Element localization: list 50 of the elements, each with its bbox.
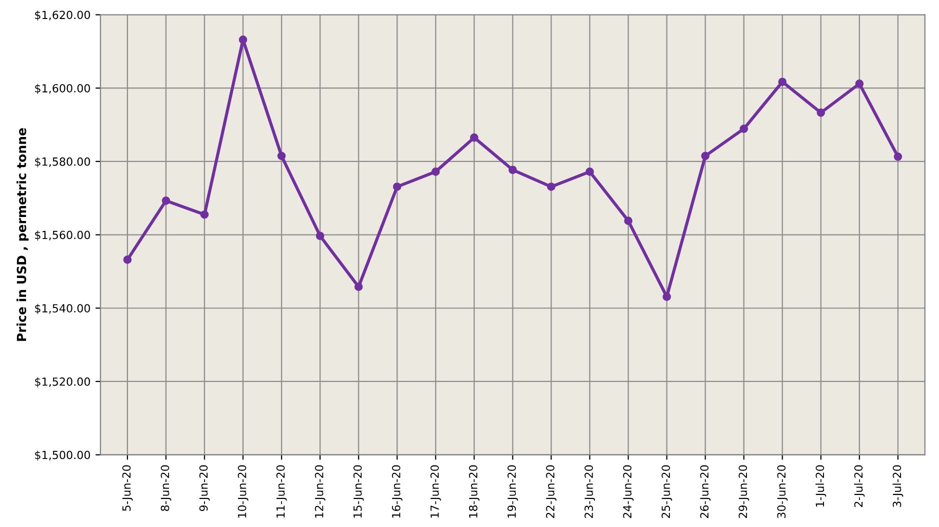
x-tick-label: 10-Jun-20: [238, 465, 248, 518]
point: [547, 182, 556, 191]
x-tick-label: 26-Jun-20: [700, 465, 711, 518]
point: [508, 166, 517, 174]
x-tick-label: 16-Jun-20: [392, 465, 402, 518]
x-tick-label: 3-Jul-20: [892, 465, 904, 507]
point: [778, 78, 787, 86]
point: [816, 108, 826, 117]
x-tick-label: 8-Jun-20: [160, 465, 172, 511]
point: [470, 133, 478, 142]
y-tick-label: $1,560.00: [35, 230, 90, 241]
y-tick-label: $1,500.00: [35, 450, 90, 461]
point: [392, 182, 402, 191]
x-tick-label: 17-Jun-20: [430, 465, 441, 518]
x-tick-label: 11-Jun-20: [276, 465, 287, 518]
point: [740, 124, 748, 133]
x-tick-label: 22-Jun-20: [546, 465, 557, 518]
point: [586, 168, 594, 176]
point: [277, 152, 286, 160]
point: [701, 152, 710, 160]
point: [316, 232, 324, 240]
y-tick-label: $1,580.00: [35, 157, 90, 168]
x-tick-label: 5-Jun-20: [122, 465, 133, 511]
x-tick-label: 9-Jun-20: [199, 465, 210, 512]
point: [200, 210, 209, 219]
point: [162, 196, 170, 205]
point: [354, 282, 363, 292]
x-tick-label: 29-Jun-20: [738, 465, 750, 518]
y-tick-label: $1,600.00: [35, 84, 90, 94]
y-tick-label: $1,520.00: [35, 377, 90, 388]
y-axis-title: Price in USD , permetric tonne: [16, 128, 29, 341]
x-tick-label: 30-Jun-20: [777, 465, 788, 518]
x-tick-label: 24-Jun-20: [623, 465, 634, 518]
x-tick-label: 19-Jun-20: [508, 465, 518, 518]
x-tick-label: 2-Jul-20: [854, 465, 865, 507]
point: [431, 168, 440, 176]
x-tick-label: 1-Jul-20: [816, 465, 826, 507]
point: [624, 216, 632, 226]
point: [123, 256, 132, 264]
x-tick-label: 12-Jun-20: [314, 465, 326, 518]
y-tick-label: $1,540.00: [35, 304, 90, 314]
point: [855, 80, 864, 88]
x-tick-label: 15-Jun-20: [353, 465, 364, 518]
y-tick-label: $1,620.00: [35, 10, 90, 21]
point: [238, 36, 248, 44]
x-tick-label: 18-Jun-20: [468, 465, 480, 518]
x-tick-label: 25-Jun-20: [662, 465, 672, 518]
point: [894, 152, 902, 161]
x-tick-label: 23-Jun-20: [584, 465, 596, 518]
point: [662, 292, 671, 301]
